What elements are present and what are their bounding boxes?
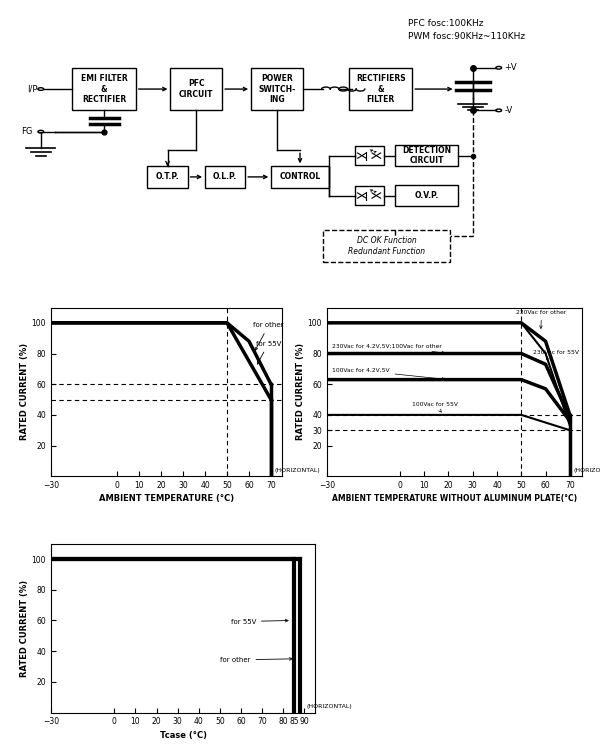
X-axis label: AMBIENT TEMPERATURE (°C): AMBIENT TEMPERATURE (°C) [99,494,234,503]
Bar [395,185,458,206]
Text: RECTIFIERS
&
FILTER: RECTIFIERS & FILTER [356,74,406,104]
Text: 230Vac for 55V: 230Vac for 55V [533,350,580,359]
Text: (HORIZONTAL): (HORIZONTAL) [574,468,600,473]
Text: EMI FILTER
&
RECTIFIER: EMI FILTER & RECTIFIER [81,74,128,104]
X-axis label: AMBIENT TEMPERATURE WITHOUT ALUMINUM PLATE(°C): AMBIENT TEMPERATURE WITHOUT ALUMINUM PLA… [332,494,577,503]
Bar [170,68,222,110]
Text: for 55V: for 55V [256,340,281,364]
Text: O.T.P.: O.T.P. [156,172,179,182]
Text: PFC
CIRCUIT: PFC CIRCUIT [179,80,214,99]
X-axis label: Tcase (°C): Tcase (°C) [160,730,206,740]
Text: CONTROL: CONTROL [280,172,320,182]
Bar [349,68,412,110]
Bar [148,166,188,188]
Text: 100Vac for 55V: 100Vac for 55V [412,402,458,412]
Text: for 55V: for 55V [230,619,288,625]
Text: +V: +V [505,63,517,72]
Bar [73,68,136,110]
Bar [271,166,329,188]
Text: 230Vac for 4.2V,5V;100Vac for other: 230Vac for 4.2V,5V;100Vac for other [332,344,445,354]
Text: O.L.P.: O.L.P. [213,172,237,182]
Bar [395,145,458,166]
Bar [251,68,303,110]
Text: for other: for other [220,657,292,663]
Y-axis label: RATED CURRENT (%): RATED CURRENT (%) [20,580,29,676]
Text: 230Vac for other: 230Vac for other [517,310,566,328]
Text: POWER
SWITCH-
ING: POWER SWITCH- ING [259,74,296,104]
Text: DETECTION
CIRCUIT: DETECTION CIRCUIT [402,146,451,165]
Bar [205,166,245,188]
Text: PFC fosc:100KHz
PWM fosc:90KHz~110KHz: PFC fosc:100KHz PWM fosc:90KHz~110KHz [408,19,525,41]
Text: I/P: I/P [28,85,38,94]
Text: for other: for other [253,322,284,350]
Y-axis label: RATED CURRENT (%): RATED CURRENT (%) [20,344,29,440]
Bar [355,186,383,205]
Text: 100Vac for 4.2V,5V: 100Vac for 4.2V,5V [332,368,445,380]
Text: (HORIZONTAL): (HORIZONTAL) [307,704,352,710]
Text: (HORIZONTAL): (HORIZONTAL) [274,468,320,473]
Text: -V: -V [505,106,513,115]
Bar [355,146,383,165]
Text: FG: FG [21,128,32,136]
FancyBboxPatch shape [323,230,450,262]
Text: DC OK Function
Redundant Function: DC OK Function Redundant Function [348,236,425,256]
Y-axis label: RATED CURRENT (%): RATED CURRENT (%) [296,344,305,440]
Text: O.V.P.: O.V.P. [415,191,439,200]
